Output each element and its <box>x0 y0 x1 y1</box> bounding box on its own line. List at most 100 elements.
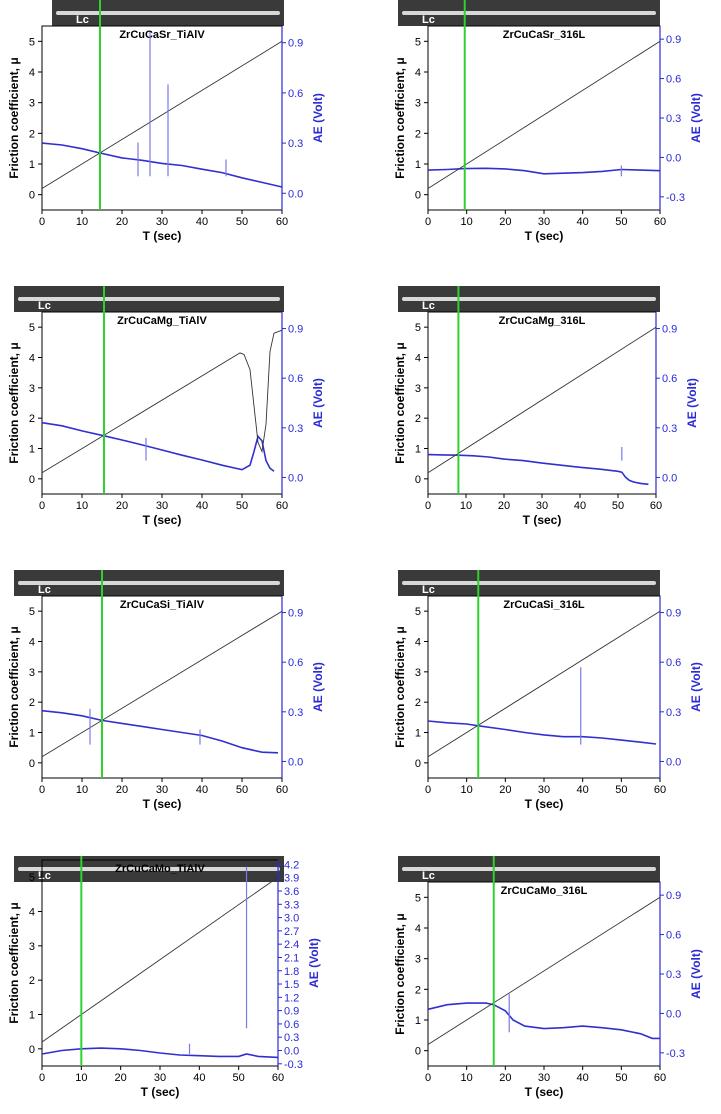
x-tick-label: 20 <box>498 500 510 512</box>
y2-tick-label: -0.3 <box>666 192 685 204</box>
y2-tick-label: 0.3 <box>666 969 681 981</box>
y-tick-label: 0 <box>415 190 421 202</box>
x-tick-label: 30 <box>538 216 550 228</box>
y2-tick-label: 0.9 <box>288 38 303 50</box>
x-axis-title: T (sec) <box>143 513 182 527</box>
chart-panel-1: Lc 0 10 20 30 40 50 60 0 1 2 3 4 5 0.0 0.3 0.6 0.9 T (sec)… <box>7 0 325 243</box>
y2-tick-label: 0.3 <box>662 423 677 435</box>
y2-axis-title: AE (Volt) <box>685 378 699 428</box>
y-tick-label: 0 <box>29 190 35 202</box>
y-tick-label: 5 <box>29 322 35 334</box>
x-tick-label: 0 <box>425 216 431 228</box>
x-tick-label: 40 <box>577 216 589 228</box>
friction-line <box>427 453 649 486</box>
y-tick-label: 0 <box>29 474 35 486</box>
chart-panel-6: Lc 0 10 20 30 40 50 60 0 1 2 3 4 5 0.0 0.3 0.6 0.9 T (sec)… <box>393 570 703 811</box>
y-tick-label: 5 <box>29 36 35 48</box>
y2-axis-title: AE (Volt) <box>689 949 703 999</box>
y2-axis-title: AE (Volt) <box>689 662 703 712</box>
x-tick-label: 20 <box>116 784 128 796</box>
y-tick-label: 4 <box>29 637 35 649</box>
plot-frame <box>427 311 657 495</box>
normal-load-line <box>427 326 657 474</box>
x-tick-label: 40 <box>196 216 208 228</box>
y2-tick-label: 0.0 <box>662 472 677 484</box>
panel-title: ZrCuCaMg_TiAlV <box>117 315 207 327</box>
y2-tick-label: 0.3 <box>288 423 303 435</box>
x-tick-label: 50 <box>236 216 248 228</box>
x-tick-label: 60 <box>654 216 666 228</box>
y-tick-label: 4 <box>415 637 421 649</box>
y-tick-label: 1 <box>29 728 35 740</box>
friction-line <box>427 720 657 745</box>
y2-tick-label: 0.3 <box>288 707 303 719</box>
x-tick-label: 40 <box>577 1072 589 1084</box>
y-tick-label: 0 <box>29 758 35 770</box>
normal-load-line <box>427 896 661 1045</box>
y-tick-label: 0 <box>415 758 421 770</box>
normal-load-line <box>41 40 283 189</box>
x-tick-label: 10 <box>461 216 473 228</box>
y-tick-label: 2 <box>415 697 421 709</box>
scratch-track <box>18 581 280 585</box>
y2-tick-label: 4.2 <box>284 859 299 871</box>
y-tick-label: 3 <box>29 383 35 395</box>
panel-title: ZrCuCaSr_316L <box>503 29 586 41</box>
x-tick-label: 0 <box>39 784 45 796</box>
y-tick-label: 1 <box>29 444 35 456</box>
y2-tick-label: 3.3 <box>284 899 299 911</box>
scratch-track <box>402 11 656 15</box>
x-tick-label: 50 <box>233 1072 245 1084</box>
scratch-track <box>402 867 656 871</box>
lc-label: Lc <box>422 870 435 882</box>
y2-tick-label: 2.4 <box>284 939 299 951</box>
y2-tick-label: 0.0 <box>284 1045 299 1057</box>
y2-tick-label: 0.6 <box>666 930 681 942</box>
y-tick-label: 0 <box>415 474 421 486</box>
lc-label: Lc <box>422 584 435 596</box>
y2-tick-label: 0.9 <box>288 608 303 620</box>
y-tick-label: 4 <box>415 67 421 79</box>
x-tick-label: 60 <box>654 784 666 796</box>
chart-panel-4: Lc 0 10 20 30 40 50 60 0 1 2 3 4 5 0.0 0.3 0.6 0.9 T (sec)… <box>393 286 699 527</box>
y2-tick-label: 3.0 <box>284 913 299 925</box>
x-tick-label: 30 <box>536 500 548 512</box>
y-tick-label: 4 <box>29 67 35 79</box>
y2-tick-label: 0.0 <box>666 152 681 164</box>
y-tick-label: 2 <box>29 975 35 987</box>
x-tick-label: 30 <box>156 216 168 228</box>
lc-label: Lc <box>38 870 51 882</box>
y2-tick-label: -0.3 <box>666 1048 685 1060</box>
y2-tick-label: 0.9 <box>666 890 681 902</box>
y-axis-title: Friction coefficient, μ <box>7 626 21 747</box>
x-tick-label: 60 <box>276 784 288 796</box>
y2-tick-label: 0.9 <box>666 34 681 46</box>
x-tick-label: 20 <box>499 216 511 228</box>
x-tick-label: 60 <box>654 1072 666 1084</box>
lc-label: Lc <box>38 584 51 596</box>
x-tick-label: 10 <box>75 1072 87 1084</box>
y2-tick-label: 0.6 <box>284 1019 299 1031</box>
x-tick-label: 0 <box>425 1072 431 1084</box>
y-tick-label: 4 <box>29 353 35 365</box>
y-tick-label: 1 <box>29 159 35 171</box>
y-tick-label: 0 <box>29 1044 35 1056</box>
x-tick-label: 10 <box>460 500 472 512</box>
x-tick-label: 0 <box>39 216 45 228</box>
friction-line <box>41 421 275 472</box>
y2-tick-label: 2.1 <box>284 952 299 964</box>
x-tick-label: 30 <box>154 1072 166 1084</box>
y2-tick-label: 2.7 <box>284 926 299 938</box>
y2-tick-label: 1.8 <box>284 966 299 978</box>
y-tick-label: 5 <box>29 872 35 884</box>
lc-label: Lc <box>38 300 51 312</box>
x-tick-label: 10 <box>76 500 88 512</box>
x-axis-title: T (sec) <box>525 797 564 811</box>
x-tick-label: 10 <box>76 784 88 796</box>
y2-axis-title: AE (Volt) <box>311 93 325 143</box>
y2-tick-label: 0.0 <box>288 188 303 200</box>
scratch-track <box>56 11 280 15</box>
y-tick-label: 2 <box>415 128 421 140</box>
x-tick-label: 60 <box>276 216 288 228</box>
